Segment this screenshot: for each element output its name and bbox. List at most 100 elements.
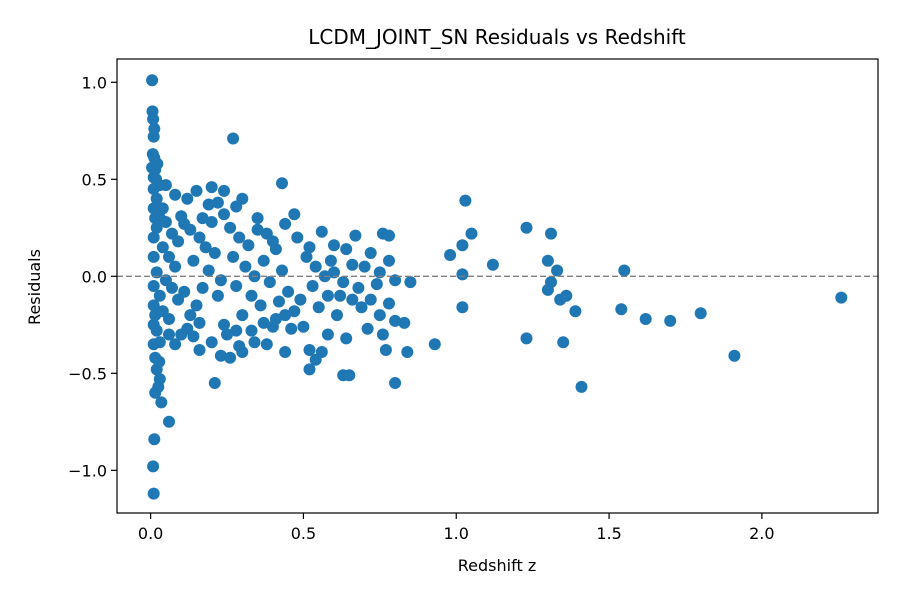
data-point bbox=[303, 344, 316, 356]
data-point bbox=[205, 216, 218, 228]
x-tick-label: 0.5 bbox=[291, 524, 316, 543]
data-point bbox=[245, 324, 258, 337]
data-point bbox=[324, 254, 337, 267]
data-point bbox=[285, 322, 298, 335]
data-point bbox=[218, 184, 230, 197]
data-point bbox=[346, 293, 359, 306]
data-point bbox=[211, 196, 224, 209]
data-point bbox=[163, 328, 175, 341]
data-point bbox=[169, 338, 182, 351]
data-point bbox=[465, 227, 478, 240]
data-point bbox=[218, 208, 230, 221]
data-point bbox=[190, 299, 203, 312]
data-point bbox=[193, 316, 206, 329]
data-point bbox=[149, 309, 162, 322]
data-point bbox=[618, 264, 631, 277]
data-point bbox=[221, 328, 233, 341]
data-point bbox=[520, 221, 533, 234]
data-point bbox=[728, 349, 741, 362]
data-point bbox=[214, 349, 227, 362]
data-point bbox=[269, 243, 282, 256]
data-point bbox=[211, 289, 224, 302]
data-point bbox=[159, 216, 172, 228]
data-point bbox=[147, 338, 160, 351]
data-point bbox=[520, 332, 533, 345]
data-point bbox=[401, 346, 414, 358]
data-point bbox=[233, 340, 246, 353]
plot-area: 0.0 0.5 1.0 1.5 2.0 −1.0 −0.5 0.0 0.5 1.0 bbox=[68, 58, 879, 543]
data-point bbox=[456, 301, 469, 314]
data-point bbox=[309, 353, 322, 366]
data-point bbox=[230, 280, 243, 292]
data-point bbox=[205, 181, 218, 194]
data-point bbox=[248, 336, 261, 349]
points-layer bbox=[146, 74, 848, 500]
data-point bbox=[328, 239, 340, 252]
data-point bbox=[334, 289, 347, 302]
data-point bbox=[383, 297, 395, 310]
data-point bbox=[175, 328, 188, 341]
data-point bbox=[178, 217, 191, 230]
data-point bbox=[404, 276, 417, 289]
data-point bbox=[361, 322, 374, 335]
x-axis-ticks: 0.0 0.5 1.0 1.5 2.0 bbox=[138, 513, 775, 543]
data-point bbox=[147, 183, 160, 195]
data-point bbox=[147, 113, 160, 126]
x-axis-label: Redshift z bbox=[458, 556, 536, 575]
data-point bbox=[383, 254, 395, 267]
data-point bbox=[193, 344, 206, 356]
x-tick-label: 1.5 bbox=[596, 524, 621, 543]
data-point bbox=[230, 324, 243, 337]
data-point bbox=[575, 380, 588, 393]
data-point bbox=[694, 307, 707, 320]
data-point bbox=[227, 132, 240, 145]
data-point bbox=[147, 250, 160, 263]
data-point bbox=[146, 74, 159, 87]
data-point bbox=[373, 266, 386, 279]
data-point bbox=[224, 351, 237, 364]
data-point bbox=[383, 229, 395, 242]
data-point bbox=[273, 295, 285, 308]
data-point bbox=[541, 254, 554, 267]
data-point bbox=[230, 200, 243, 213]
data-point bbox=[147, 202, 160, 215]
data-point bbox=[178, 285, 191, 298]
data-point bbox=[294, 293, 307, 306]
data-point bbox=[297, 320, 310, 333]
data-point bbox=[193, 231, 206, 244]
data-point bbox=[187, 330, 200, 343]
data-point bbox=[398, 316, 411, 329]
data-point bbox=[150, 221, 163, 234]
data-point bbox=[428, 338, 441, 351]
data-point bbox=[150, 266, 163, 279]
data-point bbox=[349, 229, 362, 242]
data-point bbox=[389, 274, 402, 287]
data-point bbox=[147, 318, 160, 331]
data-point bbox=[208, 247, 221, 259]
data-point bbox=[257, 316, 270, 329]
data-point bbox=[242, 239, 255, 252]
data-point bbox=[346, 258, 359, 271]
data-point bbox=[151, 157, 164, 170]
data-point bbox=[147, 231, 160, 244]
data-point bbox=[166, 281, 178, 294]
data-point bbox=[456, 239, 469, 252]
data-point bbox=[309, 260, 322, 273]
data-point bbox=[260, 227, 273, 240]
x-tick-label: 0.0 bbox=[138, 524, 163, 543]
data-point bbox=[149, 351, 162, 364]
y-axis-ticks: −1.0 −0.5 0.0 0.5 1.0 bbox=[68, 73, 117, 480]
data-point bbox=[358, 260, 371, 273]
y-tick-label: 0.0 bbox=[82, 267, 107, 286]
data-point bbox=[263, 276, 276, 289]
data-point bbox=[389, 377, 402, 389]
y-tick-label: 0.5 bbox=[82, 170, 107, 189]
data-point bbox=[196, 281, 209, 294]
data-point bbox=[321, 328, 334, 341]
data-point bbox=[456, 268, 469, 281]
data-point bbox=[172, 235, 185, 248]
data-point bbox=[364, 247, 377, 259]
data-point bbox=[321, 289, 334, 302]
data-point bbox=[355, 301, 368, 314]
